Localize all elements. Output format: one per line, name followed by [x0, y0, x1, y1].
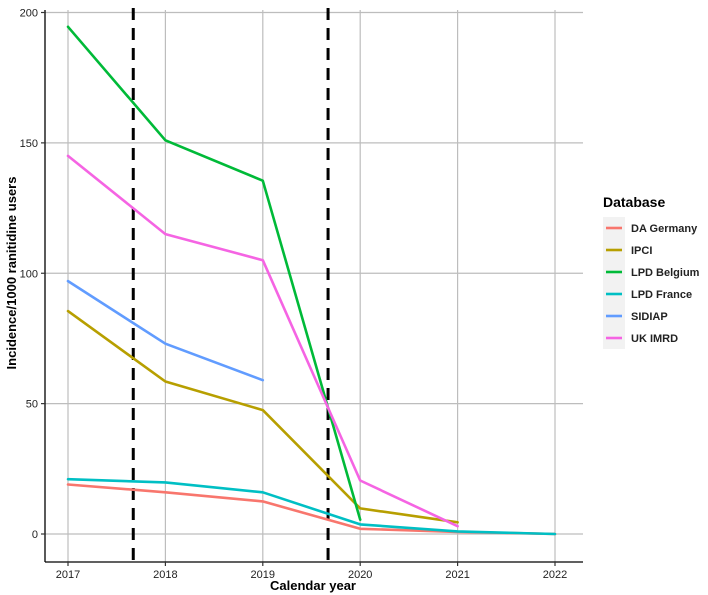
y-tick-label-50: 50 — [26, 399, 38, 411]
x-tick-label-2019: 2019 — [251, 569, 275, 581]
x-axis-title: Calendar year — [270, 578, 356, 593]
y-tick-label-150: 150 — [20, 138, 38, 150]
legend-title: Database — [603, 194, 665, 210]
series-line-sidiap — [66, 279, 265, 382]
legend-label-lpd-belgium: LPD Belgium — [631, 267, 700, 279]
y-axis-title: Incidence/1000 ranitidine users — [4, 177, 19, 370]
x-tick-label-2021: 2021 — [445, 569, 469, 581]
legend-item-sidiap: SIDIAP — [603, 305, 668, 327]
legend: Database DA Germany IPCI LPD Belgium LPD Fr… — [603, 194, 700, 349]
series-line-lpd-belgium — [66, 25, 362, 522]
legend-item-da-germany: DA Germany — [603, 217, 698, 239]
series-lines — [66, 25, 557, 536]
legend-label-lpd-france: LPD France — [631, 289, 692, 301]
legend-label-sidiap: SIDIAP — [631, 311, 668, 323]
y-tick-label-0: 0 — [32, 529, 38, 541]
x-tick-label-2017: 2017 — [56, 569, 80, 581]
x-tick-label-2018: 2018 — [153, 569, 177, 581]
y-tick-label-200: 200 — [20, 8, 38, 20]
y-tick-label-100: 100 — [20, 268, 38, 280]
series-line-uk-imrd — [66, 154, 459, 528]
x-tick-label-2022: 2022 — [543, 569, 567, 581]
reference-lines — [131, 8, 330, 562]
legend-item-lpd-belgium: LPD Belgium — [603, 261, 700, 283]
series-line-ipci — [66, 309, 459, 524]
axes: 0 50 100 150 200 2017 2018 2019 2020 2021 2022 — [20, 8, 583, 581]
legend-label-da-germany: DA Germany — [631, 223, 698, 235]
legend-item-ipci: IPCI — [603, 239, 652, 261]
series-line-lpd-france — [66, 477, 557, 536]
x-tick-label-2020: 2020 — [348, 569, 372, 581]
legend-item-lpd-france: LPD France — [603, 283, 692, 305]
legend-label-ipci: IPCI — [631, 245, 652, 257]
legend-item-uk-imrd: UK IMRD — [603, 327, 678, 349]
legend-label-uk-imrd: UK IMRD — [631, 333, 678, 345]
